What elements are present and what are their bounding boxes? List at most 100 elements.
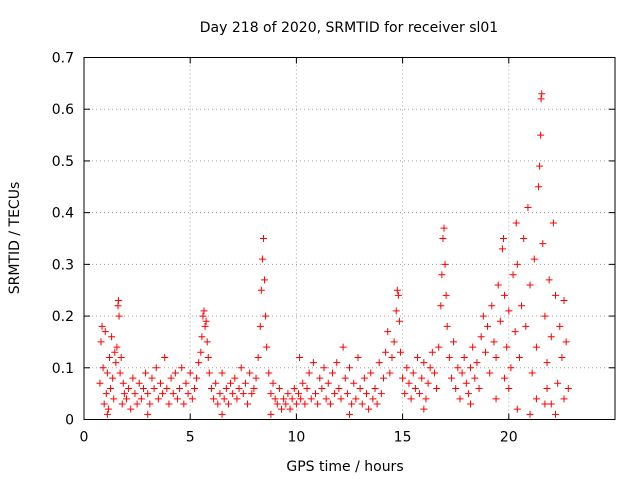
- x-tick-label: 0: [80, 430, 89, 446]
- data-point: [462, 379, 470, 387]
- data-points: [96, 90, 572, 418]
- x-tick-label: 15: [394, 430, 412, 446]
- data-point: [316, 374, 324, 382]
- data-point: [541, 400, 549, 408]
- data-point: [388, 353, 396, 361]
- data-point: [252, 374, 260, 382]
- data-point: [373, 400, 381, 408]
- data-point: [384, 328, 392, 336]
- data-point: [352, 395, 360, 403]
- data-point: [216, 390, 224, 398]
- data-point: [104, 405, 112, 413]
- data-point: [356, 384, 364, 392]
- data-point: [505, 307, 513, 315]
- data-point: [424, 379, 432, 387]
- data-point: [113, 343, 121, 351]
- data-point: [541, 312, 549, 320]
- data-point: [171, 369, 179, 377]
- data-point: [473, 359, 481, 367]
- data-point: [562, 338, 570, 346]
- data-point: [186, 369, 194, 377]
- data-point: [212, 379, 220, 387]
- data-point: [537, 131, 545, 139]
- data-point: [184, 390, 192, 398]
- data-point: [440, 224, 448, 232]
- data-point: [235, 384, 243, 392]
- data-point: [329, 369, 337, 377]
- data-point: [165, 400, 173, 408]
- data-point: [539, 240, 547, 248]
- data-point: [513, 260, 521, 268]
- data-point: [203, 338, 211, 346]
- data-point: [318, 384, 326, 392]
- data-point: [246, 369, 254, 377]
- data-point: [169, 390, 177, 398]
- data-point: [152, 364, 160, 372]
- x-tick-label: 5: [186, 430, 195, 446]
- data-point: [509, 271, 517, 279]
- data-point: [280, 395, 288, 403]
- data-point: [505, 384, 513, 392]
- data-point: [102, 390, 110, 398]
- data-point: [118, 400, 126, 408]
- data-point: [103, 410, 111, 418]
- data-point: [458, 369, 466, 377]
- data-point: [346, 410, 353, 418]
- data-point: [222, 384, 230, 392]
- data-point: [218, 410, 226, 418]
- data-point: [220, 395, 228, 403]
- axis-ticks: 0 0.1 0.2 0.3 0.4 0.5 0.6 0.7 0 5 10 15 20: [52, 51, 615, 446]
- data-point: [362, 390, 370, 398]
- data-point: [261, 276, 269, 284]
- data-point: [111, 348, 119, 356]
- data-point: [494, 281, 502, 289]
- data-point: [224, 400, 232, 408]
- data-point: [422, 395, 430, 403]
- data-point: [159, 390, 167, 398]
- data-point: [430, 369, 438, 377]
- data-point: [99, 364, 107, 372]
- data-point: [150, 384, 158, 392]
- data-point: [229, 390, 237, 398]
- data-point: [450, 338, 458, 346]
- data-point: [202, 317, 210, 325]
- data-point: [556, 322, 564, 330]
- data-point: [547, 333, 555, 341]
- data-point: [127, 405, 135, 413]
- data-point: [241, 379, 249, 387]
- data-point: [103, 369, 111, 377]
- data-point: [204, 353, 212, 361]
- data-point: [314, 400, 322, 408]
- data-point: [413, 353, 421, 361]
- data-point: [377, 390, 385, 398]
- data-point: [218, 369, 226, 377]
- data-point: [296, 353, 304, 361]
- data-point: [101, 328, 109, 336]
- data-point: [486, 369, 494, 377]
- grid-lines: [84, 57, 615, 420]
- data-point: [545, 276, 553, 284]
- data-point: [110, 395, 118, 403]
- data-point: [511, 328, 519, 336]
- data-point: [418, 374, 426, 382]
- data-point: [501, 374, 509, 382]
- data-point: [107, 384, 115, 392]
- data-point: [207, 384, 215, 392]
- data-point: [267, 410, 275, 418]
- data-point: [324, 379, 332, 387]
- data-point: [178, 364, 186, 372]
- data-point: [269, 379, 277, 387]
- data-point: [307, 395, 315, 403]
- data-point: [507, 364, 515, 372]
- data-point: [395, 317, 403, 325]
- data-point: [532, 343, 540, 351]
- y-tick-label: 0.6: [52, 102, 74, 118]
- data-point: [292, 400, 300, 408]
- data-point: [282, 400, 290, 408]
- data-point: [471, 374, 479, 382]
- data-point: [382, 348, 390, 356]
- data-point: [303, 384, 311, 392]
- data-point: [267, 390, 275, 398]
- data-point: [445, 353, 453, 361]
- data-point: [488, 302, 496, 310]
